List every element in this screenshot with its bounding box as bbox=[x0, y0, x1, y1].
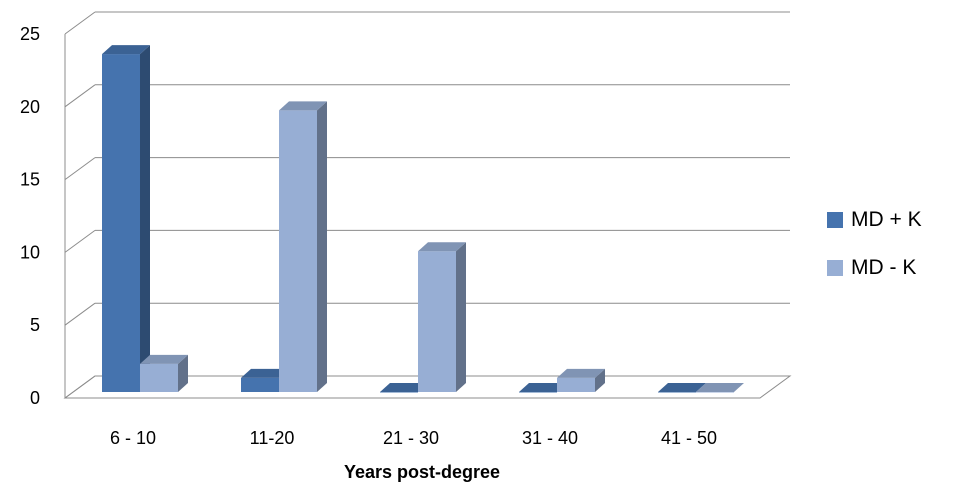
bar-front bbox=[418, 251, 456, 392]
bar-MDminusK-1 bbox=[279, 101, 327, 393]
gridline-diag-5 bbox=[64, 302, 96, 326]
bar-MDplusK-0 bbox=[102, 45, 150, 393]
bar-side bbox=[456, 242, 466, 392]
chart-floor bbox=[63, 375, 792, 399]
legend: MD + K MD - K bbox=[827, 205, 922, 301]
x-category-label: 41 - 50 bbox=[661, 428, 717, 448]
gridline-diag-25 bbox=[64, 11, 96, 35]
y-axis-ticks: 0 5 10 15 20 25 bbox=[20, 24, 40, 408]
bar-MDplusK-2 bbox=[380, 383, 428, 393]
bar-front bbox=[557, 377, 595, 392]
bar-top bbox=[658, 383, 706, 392]
y-tick-label: 0 bbox=[30, 388, 40, 408]
bar-front bbox=[519, 392, 557, 393]
gridline-diag-10 bbox=[64, 229, 96, 253]
gridline-diag-15 bbox=[64, 157, 96, 181]
bar-top bbox=[380, 383, 428, 392]
bar-top bbox=[140, 354, 188, 364]
bar-top bbox=[241, 368, 289, 378]
bar-top bbox=[696, 383, 744, 392]
bar-MDminusK-0 bbox=[140, 354, 188, 392]
x-category-label: 6 - 10 bbox=[110, 428, 156, 448]
bar-side bbox=[178, 354, 188, 392]
y-tick-label: 20 bbox=[20, 97, 40, 117]
legend-label-md-plus-k: MD + K bbox=[851, 208, 922, 231]
y-tick-label: 5 bbox=[30, 315, 40, 335]
x-category-label: 21 - 30 bbox=[383, 428, 439, 448]
bars bbox=[102, 45, 744, 393]
y-tick-label: 15 bbox=[20, 170, 40, 190]
bar-MDplusK-3 bbox=[519, 383, 567, 393]
bar-MDminusK-2 bbox=[418, 242, 466, 392]
y-tick-label: 25 bbox=[20, 24, 40, 44]
bar-side bbox=[595, 368, 605, 392]
bar-front bbox=[140, 363, 178, 392]
legend-swatch-md-minus-k bbox=[827, 260, 843, 276]
bar-front bbox=[658, 392, 696, 393]
x-category-label: 11-20 bbox=[250, 428, 295, 448]
bar-top bbox=[519, 383, 567, 392]
bar-MDminusK-4 bbox=[696, 383, 744, 393]
bar-front bbox=[279, 110, 317, 393]
bar-front bbox=[380, 392, 418, 393]
legend-item-md-plus-k: MD + K bbox=[827, 205, 922, 235]
x-axis-title: Years post-degree bbox=[344, 462, 500, 482]
bar-MDminusK-3 bbox=[557, 368, 605, 392]
bar-front bbox=[696, 392, 734, 393]
legend-item-md-minus-k: MD - K bbox=[827, 253, 922, 283]
gridline-diag-20 bbox=[64, 84, 96, 108]
bar-front bbox=[102, 54, 140, 393]
bar-side bbox=[140, 45, 150, 392]
x-axis-categories: 6 - 10 11-20 21 - 30 31 - 40 41 - 50 bbox=[110, 428, 717, 448]
bar-MDplusK-4 bbox=[658, 383, 706, 393]
bar-top bbox=[418, 242, 466, 252]
bar-top bbox=[279, 101, 327, 111]
legend-swatch-md-plus-k bbox=[827, 212, 843, 228]
bar-top bbox=[557, 368, 605, 378]
y-tick-label: 10 bbox=[20, 242, 40, 262]
bar-top bbox=[102, 45, 150, 55]
legend-label-md-minus-k: MD - K bbox=[851, 256, 917, 279]
x-category-label: 31 - 40 bbox=[522, 428, 578, 448]
bar-side bbox=[317, 101, 327, 393]
bar-front bbox=[241, 377, 279, 392]
